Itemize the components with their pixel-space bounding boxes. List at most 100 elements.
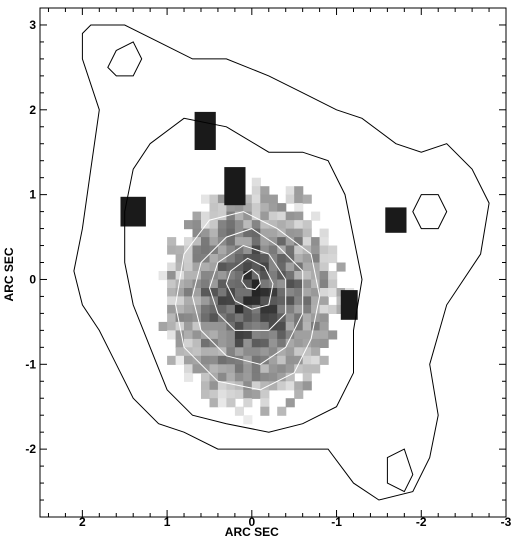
image-pixel <box>319 313 329 323</box>
image-pixel <box>184 279 194 289</box>
image-pixel <box>226 304 236 314</box>
image-pixel <box>184 364 194 374</box>
image-pixel <box>226 313 236 323</box>
image-pixel <box>251 321 261 331</box>
image-pixel <box>302 313 312 323</box>
image-pixel <box>319 304 329 314</box>
image-pixel <box>234 372 244 382</box>
image-pixel <box>302 262 312 272</box>
plot-frame <box>39 7 507 518</box>
outer-contour <box>412 194 448 230</box>
image-pixel <box>285 304 295 314</box>
image-pixel <box>167 296 177 306</box>
image-pixel <box>251 237 261 247</box>
y-tick-label: 2 <box>29 103 36 117</box>
image-pixel <box>311 364 321 374</box>
image-pixel <box>260 330 270 340</box>
image-pixel <box>260 186 270 196</box>
image-pixel <box>243 237 253 247</box>
image-pixel <box>302 279 312 289</box>
image-pixel <box>209 347 219 357</box>
image-pixel <box>294 381 304 391</box>
dark-blob <box>385 207 407 233</box>
image-pixel <box>243 338 253 348</box>
image-pixel <box>260 321 270 331</box>
image-pixel <box>192 254 202 264</box>
image-pixel <box>251 330 261 340</box>
image-pixel <box>285 321 295 331</box>
image-pixel <box>268 254 278 264</box>
image-pixel <box>209 254 219 264</box>
image-pixel <box>319 296 329 306</box>
image-pixel <box>251 389 261 399</box>
image-pixel <box>311 211 321 221</box>
image-pixel <box>175 288 185 298</box>
image-pixel <box>209 279 219 289</box>
image-pixel <box>226 296 236 306</box>
image-pixel <box>226 381 236 391</box>
image-pixel <box>277 304 287 314</box>
image-pixel <box>209 203 219 213</box>
image-pixel <box>184 262 194 272</box>
image-pixel <box>209 228 219 238</box>
image-pixel <box>209 304 219 314</box>
image-pixel <box>201 237 211 247</box>
image-pixel <box>336 262 346 272</box>
image-pixel <box>268 296 278 306</box>
image-pixel <box>226 203 236 213</box>
image-pixel <box>201 262 211 272</box>
image-pixel <box>311 245 321 255</box>
x-tick-label: -2 <box>416 515 427 529</box>
image-pixel <box>201 321 211 331</box>
image-pixel <box>319 245 329 255</box>
image-pixel <box>217 389 227 399</box>
image-pixel <box>302 254 312 264</box>
image-pixel <box>243 203 253 213</box>
image-pixel <box>268 372 278 382</box>
image-pixel <box>260 372 270 382</box>
image-pixel <box>226 220 236 230</box>
image-pixel <box>217 228 227 238</box>
image-pixel <box>184 237 194 247</box>
image-pixel <box>226 245 236 255</box>
image-pixel <box>243 194 253 204</box>
image-pixel <box>192 262 202 272</box>
image-pixel <box>251 288 261 298</box>
image-pixel <box>209 398 219 408</box>
image-pixel <box>234 237 244 247</box>
image-pixel <box>234 271 244 281</box>
image-pixel <box>319 355 329 365</box>
image-pixel <box>319 338 329 348</box>
image-pixel <box>302 271 312 281</box>
image-pixel <box>328 288 338 298</box>
image-pixel <box>260 203 270 213</box>
image-pixel <box>260 220 270 230</box>
image-pixel <box>217 338 227 348</box>
image-pixel <box>277 203 287 213</box>
image-pixel <box>319 262 329 272</box>
image-pixel <box>285 398 295 408</box>
image-pixel <box>167 288 177 298</box>
image-pixel <box>167 245 177 255</box>
image-pixel <box>184 245 194 255</box>
image-pixel <box>217 296 227 306</box>
image-pixel <box>167 304 177 314</box>
image-pixel <box>226 389 236 399</box>
image-pixel <box>201 389 211 399</box>
image-pixel <box>175 262 185 272</box>
image-pixel <box>277 330 287 340</box>
image-pixel <box>234 338 244 348</box>
x-tick-label: 1 <box>164 515 171 529</box>
image-pixel <box>328 330 338 340</box>
image-pixel <box>243 304 253 314</box>
image-pixel <box>328 271 338 281</box>
image-pixel <box>175 245 185 255</box>
image-pixel <box>328 279 338 289</box>
image-pixel <box>201 271 211 281</box>
image-pixel <box>311 330 321 340</box>
image-pixel <box>260 237 270 247</box>
y-tick-label: 1 <box>29 188 36 202</box>
image-pixel <box>243 372 253 382</box>
image-pixel <box>277 220 287 230</box>
image-pixel <box>251 304 261 314</box>
